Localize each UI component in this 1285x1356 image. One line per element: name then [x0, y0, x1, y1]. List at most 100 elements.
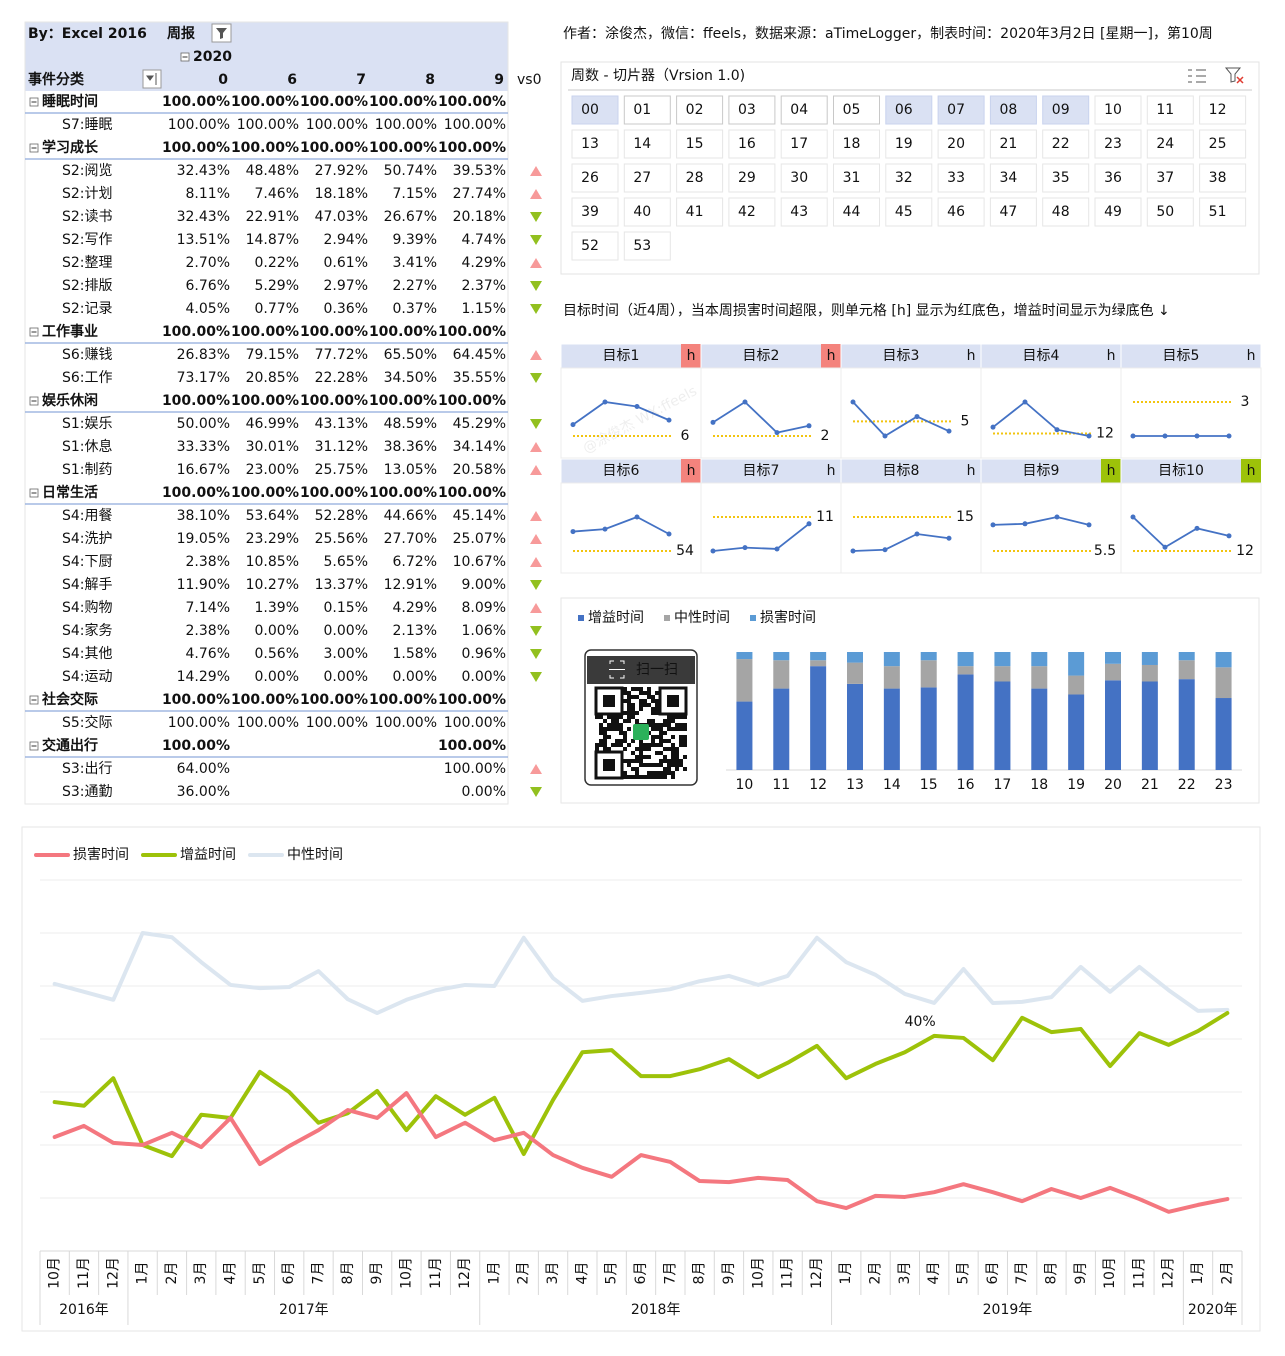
- slicer-item[interactable]: [780, 129, 828, 159]
- slicer-item-label[interactable]: 15: [686, 136, 704, 152]
- slicer-item-label[interactable]: 28: [686, 170, 704, 186]
- slicer-item[interactable]: [1146, 163, 1194, 193]
- slicer-item[interactable]: [833, 197, 880, 227]
- slicer-item[interactable]: [989, 163, 1037, 193]
- slicer-item[interactable]: [623, 129, 671, 159]
- slicer-item[interactable]: [1042, 95, 1090, 125]
- slicer-item[interactable]: [623, 197, 671, 227]
- slicer-item-label[interactable]: 47: [999, 204, 1017, 220]
- slicer-item-label[interactable]: 21: [999, 136, 1017, 152]
- slicer-item[interactable]: [728, 95, 776, 125]
- slicer-item[interactable]: [1094, 163, 1142, 193]
- slicer-item[interactable]: [571, 197, 619, 227]
- slicer-item[interactable]: [1199, 197, 1247, 227]
- slicer-item-label[interactable]: 17: [790, 136, 808, 152]
- slicer-item-label[interactable]: 50: [1156, 204, 1174, 220]
- slicer-item-label[interactable]: 36: [1104, 170, 1122, 186]
- slicer-item[interactable]: [728, 129, 776, 159]
- slicer-item-label[interactable]: 29: [738, 170, 756, 186]
- slicer-item[interactable]: [1146, 197, 1194, 227]
- slicer-item-label[interactable]: 40: [633, 204, 651, 220]
- slicer-item-label[interactable]: 32: [895, 170, 913, 186]
- slicer-item-label[interactable]: 26: [581, 170, 599, 186]
- slicer-item-label[interactable]: 44: [843, 204, 861, 220]
- slicer-item-label[interactable]: 09: [1052, 102, 1070, 118]
- slicer-item[interactable]: [1199, 95, 1247, 125]
- slicer-item-label[interactable]: 39: [581, 204, 599, 220]
- slicer-item-label[interactable]: 16: [738, 136, 756, 152]
- slicer-item-label[interactable]: 45: [895, 204, 913, 220]
- slicer-item[interactable]: [833, 129, 880, 159]
- slicer-item[interactable]: [623, 95, 671, 125]
- slicer-item-label[interactable]: 06: [895, 102, 913, 118]
- slicer-item-label[interactable]: 43: [790, 204, 808, 220]
- slicer-item-label[interactable]: 04: [790, 102, 808, 118]
- slicer-item[interactable]: [676, 163, 724, 193]
- slicer-item-label[interactable]: 37: [1156, 170, 1174, 186]
- slicer-item-label[interactable]: 42: [738, 204, 756, 220]
- slicer-item[interactable]: [623, 231, 671, 261]
- slicer-item-label[interactable]: 03: [738, 102, 756, 118]
- slicer-item[interactable]: [885, 163, 933, 193]
- slicer-item[interactable]: [780, 163, 828, 193]
- slicer-item[interactable]: [1042, 163, 1090, 193]
- slicer-item-label[interactable]: 27: [633, 170, 651, 186]
- slicer-item[interactable]: [571, 163, 619, 193]
- slicer-item-label[interactable]: 08: [999, 102, 1017, 118]
- slicer-item-label[interactable]: 41: [686, 204, 704, 220]
- slicer-item-label[interactable]: 10: [1104, 102, 1122, 118]
- slicer-item-label[interactable]: 19: [895, 136, 913, 152]
- slicer-item[interactable]: [728, 197, 776, 227]
- slicer-item[interactable]: [1146, 129, 1194, 159]
- slicer-item-label[interactable]: 34: [999, 170, 1017, 186]
- slicer-item[interactable]: [780, 95, 828, 125]
- slicer-item[interactable]: [1042, 129, 1090, 159]
- slicer-item[interactable]: [1199, 129, 1247, 159]
- slicer-item[interactable]: [885, 197, 933, 227]
- slicer-item[interactable]: [937, 129, 985, 159]
- slicer-item[interactable]: [1146, 95, 1194, 125]
- slicer-item[interactable]: [833, 163, 880, 193]
- slicer-item-label[interactable]: 38: [1209, 170, 1227, 186]
- slicer-item[interactable]: [571, 129, 619, 159]
- slicer-item[interactable]: [1042, 197, 1090, 227]
- slicer-item[interactable]: [676, 129, 724, 159]
- slicer-item-label[interactable]: 46: [947, 204, 965, 220]
- slicer-item-label[interactable]: 35: [1052, 170, 1070, 186]
- slicer-item[interactable]: [1094, 95, 1142, 125]
- slicer-item-label[interactable]: 13: [581, 136, 599, 152]
- slicer-item[interactable]: [728, 163, 776, 193]
- slicer-item[interactable]: [780, 197, 828, 227]
- slicer-item[interactable]: [676, 95, 724, 125]
- slicer-item[interactable]: [989, 197, 1037, 227]
- slicer-item[interactable]: [937, 163, 985, 193]
- slicer-item[interactable]: [989, 129, 1037, 159]
- slicer-item[interactable]: [937, 197, 985, 227]
- slicer-item-label[interactable]: 53: [633, 238, 651, 254]
- slicer-item-label[interactable]: 18: [843, 136, 861, 152]
- slicer-item[interactable]: [937, 95, 985, 125]
- slicer-item[interactable]: [1094, 197, 1142, 227]
- slicer-item-label[interactable]: 52: [581, 238, 599, 254]
- slicer-item-label[interactable]: 11: [1156, 102, 1174, 118]
- slicer-item[interactable]: [1094, 129, 1142, 159]
- slicer-item[interactable]: [571, 95, 619, 125]
- slicer-item[interactable]: [676, 197, 724, 227]
- slicer-item-label[interactable]: 22: [1052, 136, 1070, 152]
- slicer-item-label[interactable]: 49: [1104, 204, 1122, 220]
- slicer-item-label[interactable]: 31: [843, 170, 861, 186]
- slicer-item-label[interactable]: 05: [843, 102, 861, 118]
- slicer-item-label[interactable]: 30: [790, 170, 808, 186]
- slicer-item-label[interactable]: 23: [1104, 136, 1122, 152]
- slicer-item[interactable]: [885, 95, 933, 125]
- slicer-item[interactable]: [1199, 163, 1247, 193]
- slicer-item-label[interactable]: 20: [947, 136, 965, 152]
- slicer-item-label[interactable]: 00: [581, 102, 599, 118]
- slicer-item[interactable]: [989, 95, 1037, 125]
- slicer-item-label[interactable]: 25: [1209, 136, 1227, 152]
- slicer-item[interactable]: [885, 129, 933, 159]
- slicer-item-label[interactable]: 24: [1156, 136, 1174, 152]
- slicer-item[interactable]: [623, 163, 671, 193]
- slicer-item-label[interactable]: 01: [633, 102, 651, 118]
- slicer-item-label[interactable]: 07: [947, 102, 965, 118]
